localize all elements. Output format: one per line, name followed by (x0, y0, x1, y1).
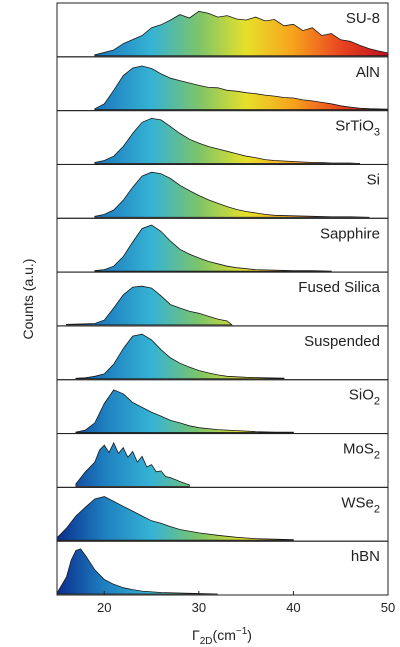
series-label-name: Sapphire (320, 225, 380, 242)
series-area (56, 496, 294, 541)
series-area (94, 117, 360, 164)
series-label-name: MoS (343, 441, 374, 458)
series-label: Suspended (304, 333, 380, 350)
series-area (75, 441, 190, 487)
series-label-name: Si (367, 171, 380, 188)
panel: hBN (56, 540, 389, 596)
x-tick-label: 50 (381, 600, 395, 615)
panel-frame (56, 540, 389, 596)
series-area (94, 224, 332, 272)
series-label-name: Suspended (304, 333, 380, 350)
x-axis: 20 30 40 50 (97, 591, 395, 615)
panel: Suspended (56, 325, 389, 381)
series-label-name: AlN (356, 64, 380, 81)
x-axis-title-main: Γ (192, 627, 200, 643)
series-area (66, 285, 233, 326)
panel: SrTiO3 (56, 110, 389, 165)
x-tick-label: 40 (286, 600, 300, 615)
x-tick-label: 20 (97, 600, 111, 615)
series-area (75, 333, 285, 380)
series-label: Sapphire (320, 225, 380, 242)
panel: Si (56, 163, 389, 219)
panel: AlN (56, 56, 389, 112)
panel: MoS2 (56, 433, 389, 488)
series-label-subscript: 3 (374, 127, 380, 139)
series-label-subscript: 2 (374, 396, 380, 408)
series-label-name: hBN (351, 548, 380, 565)
series-area (94, 65, 389, 111)
panel: WSe2 (56, 486, 389, 542)
series-label-name: Fused Silica (298, 279, 380, 296)
series-label-name: WSe (341, 494, 374, 511)
x-axis-title-unit-sup: −1 (236, 626, 248, 637)
series-label-name: SU-8 (346, 10, 380, 27)
series-label: AlN (356, 64, 380, 81)
series-label: SU-8 (346, 10, 380, 27)
panels-group: SU-8 AlN SrTiO3 Si Sapphire Fused Silica Suspe… (56, 2, 389, 596)
series-label: SrTiO3 (335, 118, 380, 139)
series-label: hBN (351, 548, 380, 565)
series-area (56, 548, 218, 595)
x-axis-title-unit: (cm (213, 627, 236, 643)
series-label-subscript: 2 (374, 503, 380, 515)
series-label-name: SrTiO (335, 118, 374, 135)
x-axis-title: Γ2D(cm−1) (192, 626, 252, 647)
series-label: WSe2 (341, 494, 380, 515)
panel: Fused Silica (56, 271, 389, 327)
series-label: Fused Silica (298, 279, 380, 296)
series-area (75, 389, 294, 433)
panel: Sapphire (56, 217, 389, 273)
series-area (94, 10, 389, 57)
series-area (94, 171, 370, 218)
x-axis-title-sub: 2D (200, 636, 213, 647)
series-label: Si (367, 171, 380, 188)
series-label: SiO2 (349, 387, 380, 408)
y-axis-title: Counts (a.u.) (20, 259, 36, 340)
series-label: MoS2 (343, 441, 380, 462)
x-axis-title-unit-close: ) (247, 627, 252, 643)
series-label-subscript: 2 (374, 450, 380, 462)
panel: SU-8 (56, 2, 389, 58)
panel: SiO2 (56, 379, 389, 435)
series-label-name: SiO (349, 387, 374, 404)
x-tick-label: 30 (192, 600, 206, 615)
